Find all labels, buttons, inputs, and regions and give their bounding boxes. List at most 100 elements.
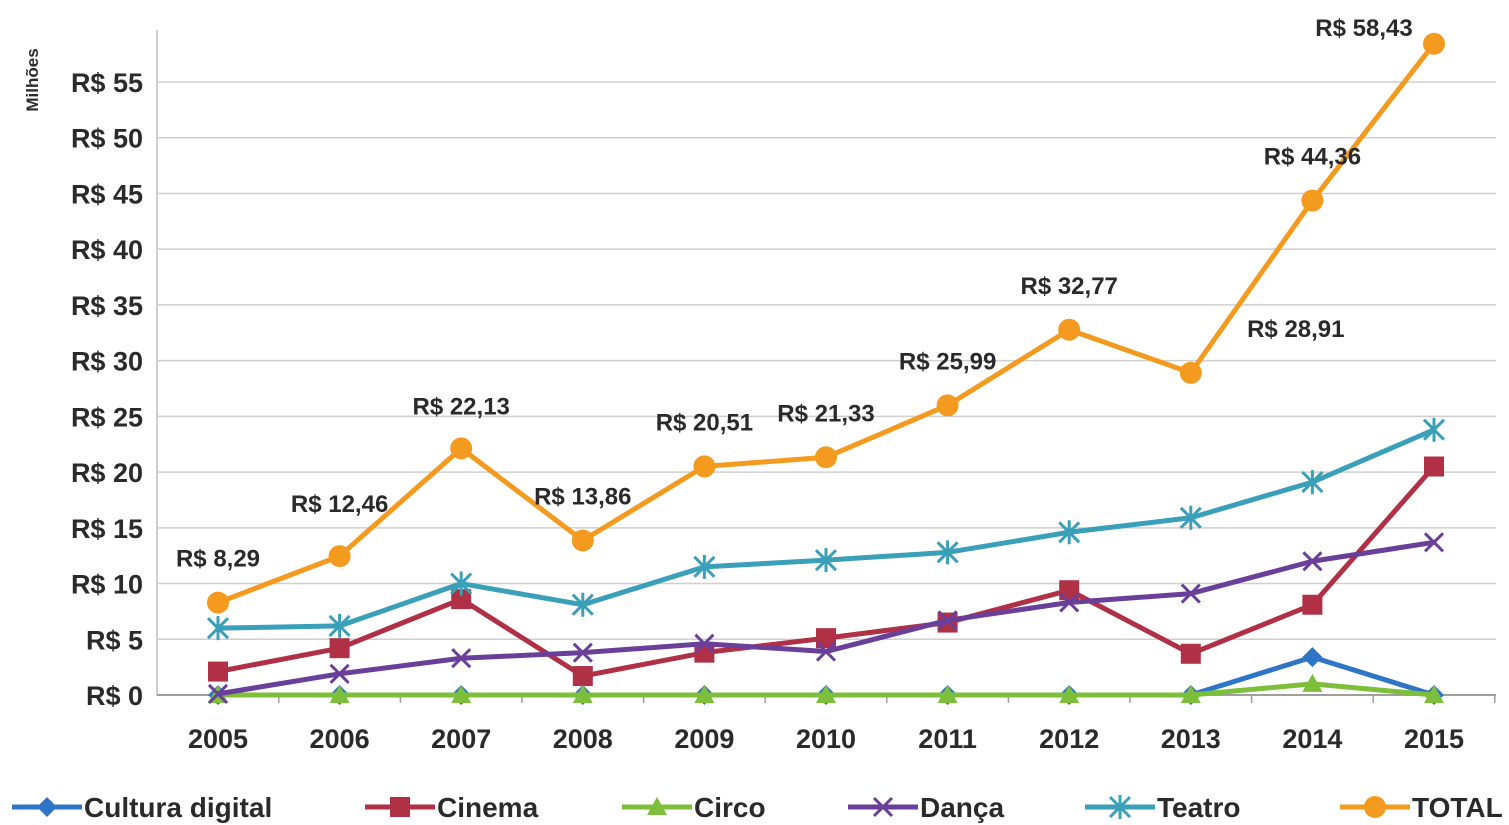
data-label: R$ 22,13 [412,393,509,420]
data-point-total [1179,361,1202,384]
data-point-dan-a [1059,592,1080,613]
data-point-total [1058,318,1081,341]
data-point-teatro [1058,520,1081,545]
data-label: R$ 13,86 [534,484,631,511]
legend-marker [390,797,410,817]
data-label: R$ 28,91 [1247,316,1344,343]
x-tick-label: 2010 [796,724,856,754]
y-tick-label: R$ 45 [71,179,143,209]
data-point-cinema [329,638,350,659]
legend-item-teatro: Teatro [1085,792,1241,823]
series-cinema [208,456,1444,687]
data-point-teatro [814,548,838,573]
data-point-teatro [1179,505,1202,530]
data-point-dan-a [1180,583,1201,604]
data-point-total [571,529,594,552]
data-point-dan-a [815,641,837,662]
data-point-teatro [206,616,230,641]
data-point-teatro [328,613,351,638]
data-label: R$ 21,33 [777,400,874,427]
x-tick-label: 2008 [553,724,613,754]
y-tick-label: R$ 0 [86,681,143,711]
x-tick-label: 2007 [431,724,491,754]
data-point-circo [937,685,958,703]
series-total [207,32,1445,614]
legend-item-cultura-digital: Cultura digital [12,792,272,823]
data-point-teatro [693,554,716,579]
data-point-circo [1180,685,1201,703]
series-dan-a [207,532,1445,704]
data-point-teatro [571,592,594,617]
data-point-total [450,437,473,460]
data-point-dan-a [572,642,593,663]
data-point-total [815,446,837,469]
legend-marker [872,796,894,818]
data-point-circo [451,685,472,703]
legend-marker [647,797,667,815]
y-tick-label: R$ 35 [71,291,143,321]
data-point-cinema [208,661,228,682]
data-label: R$ 32,77 [1020,273,1117,300]
x-tick-label: 2011 [918,724,977,754]
legend-item-circo: Circo [622,792,766,823]
data-point-teatro [1422,417,1446,442]
data-point-circo [329,685,350,703]
series-circo [208,673,1444,703]
data-point-cinema [1424,456,1444,477]
data-point-circo [572,685,593,703]
data-point-teatro [1301,470,1324,495]
data-point-cinema [1059,580,1080,601]
data-point-dan-a [694,633,715,654]
data-point-total [1423,32,1445,55]
data-point-teatro [450,571,473,596]
data-label: R$ 12,46 [291,491,388,518]
legend-label: Dança [920,792,1004,823]
data-point-circo [694,685,715,703]
data-point-circo [1424,685,1444,703]
data-point-total [1301,189,1324,212]
x-tick-label: 2013 [1161,724,1221,754]
y-tick-label: R$ 30 [71,347,143,377]
y-axis-label: Milhões [23,48,42,111]
data-point-cinema [816,628,836,649]
data-point-dan-a [1302,551,1323,572]
data-point-total [936,394,959,417]
legend-item-dan-a: Dança [848,792,1004,823]
data-point-circo [1059,685,1080,703]
legend-label: Cinema [437,792,539,823]
data-point-circo [1302,673,1323,692]
series-teatro [206,417,1446,641]
legend-label: Teatro [1157,792,1241,823]
data-point-circo [816,685,836,703]
data-point-dan-a [207,683,229,704]
data-point-dan-a [937,610,958,631]
data-point-dan-a [451,648,472,669]
gridlines [156,30,1496,703]
data-label: R$ 44,36 [1264,144,1361,171]
data-point-cinema [1180,643,1201,664]
data-label: R$ 20,51 [656,409,753,436]
legend-marker [37,797,57,817]
data-point-total [207,591,229,614]
data-point-total [693,455,716,478]
y-tick-label: R$ 40 [71,235,143,265]
data-point-total [328,545,351,568]
data-point-cinema [572,666,593,687]
y-tick-label: R$ 5 [86,625,143,655]
data-point-cultura-digital [1302,647,1323,668]
y-tick-label: R$ 25 [71,402,143,432]
data-point-teatro [936,540,959,565]
legend-marker [1108,795,1132,819]
y-tick-label: R$ 10 [71,570,143,600]
x-tick-label: 2005 [188,724,248,754]
x-tick-label: 2014 [1282,724,1342,754]
legend-label: Circo [694,792,766,823]
y-tick-label: R$ 15 [71,514,143,544]
data-label: R$ 8,29 [176,546,260,573]
legend-label: TOTAL [1412,792,1503,823]
y-tick-label: R$ 55 [71,68,143,98]
x-tick-label: 2006 [310,724,370,754]
data-point-cinema [451,589,472,610]
